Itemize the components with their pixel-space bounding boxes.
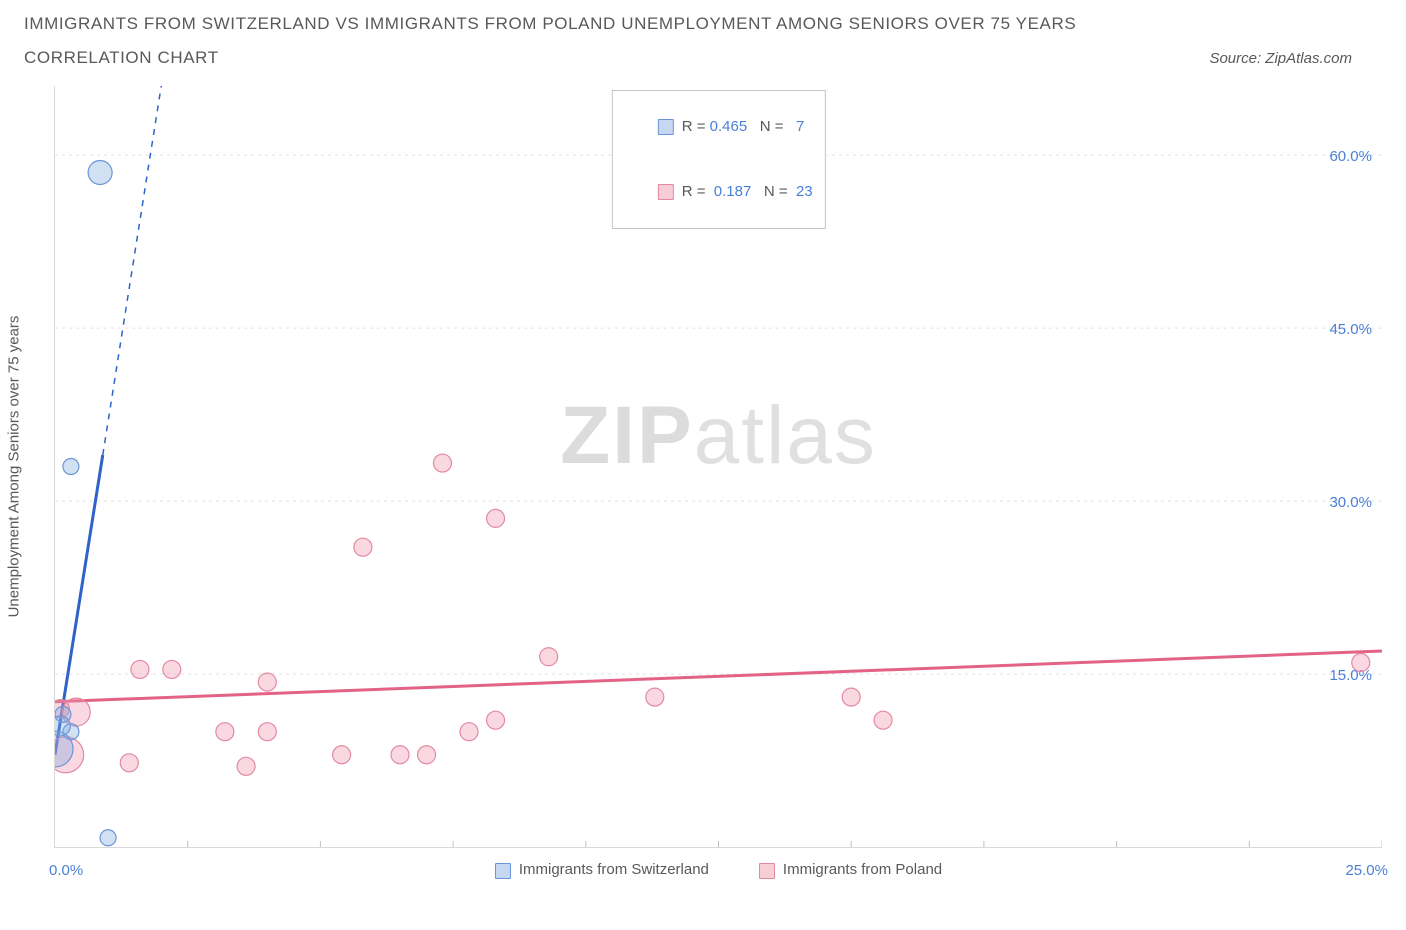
legend-item-poland: Immigrants from Poland: [759, 861, 942, 878]
svg-text:45.0%: 45.0%: [1329, 321, 1372, 338]
y-axis-label: Unemployment Among Seniors over 75 years: [6, 316, 23, 618]
series-legend: Immigrants from Switzerland Immigrants f…: [55, 855, 1382, 885]
svg-text:30.0%: 30.0%: [1329, 494, 1372, 511]
source-citation: Source: ZipAtlas.com: [1209, 50, 1352, 67]
page-subtitle: CORRELATION CHART: [24, 48, 219, 68]
plot-area: 15.0%30.0%45.0%60.0% ZIPatlas R = 0.465 …: [54, 86, 1382, 848]
stats-row-poland: R = 0.187 N = 23: [624, 159, 812, 224]
stats-row-switzerland: R = 0.465 N = 7: [624, 94, 812, 159]
svg-text:60.0%: 60.0%: [1329, 148, 1372, 165]
page-title: IMMIGRANTS FROM SWITZERLAND VS IMMIGRANT…: [24, 14, 1382, 34]
legend-item-switzerland: Immigrants from Switzerland: [495, 861, 709, 878]
stats-legend: R = 0.465 N = 7 R = 0.187 N = 23: [611, 90, 825, 229]
